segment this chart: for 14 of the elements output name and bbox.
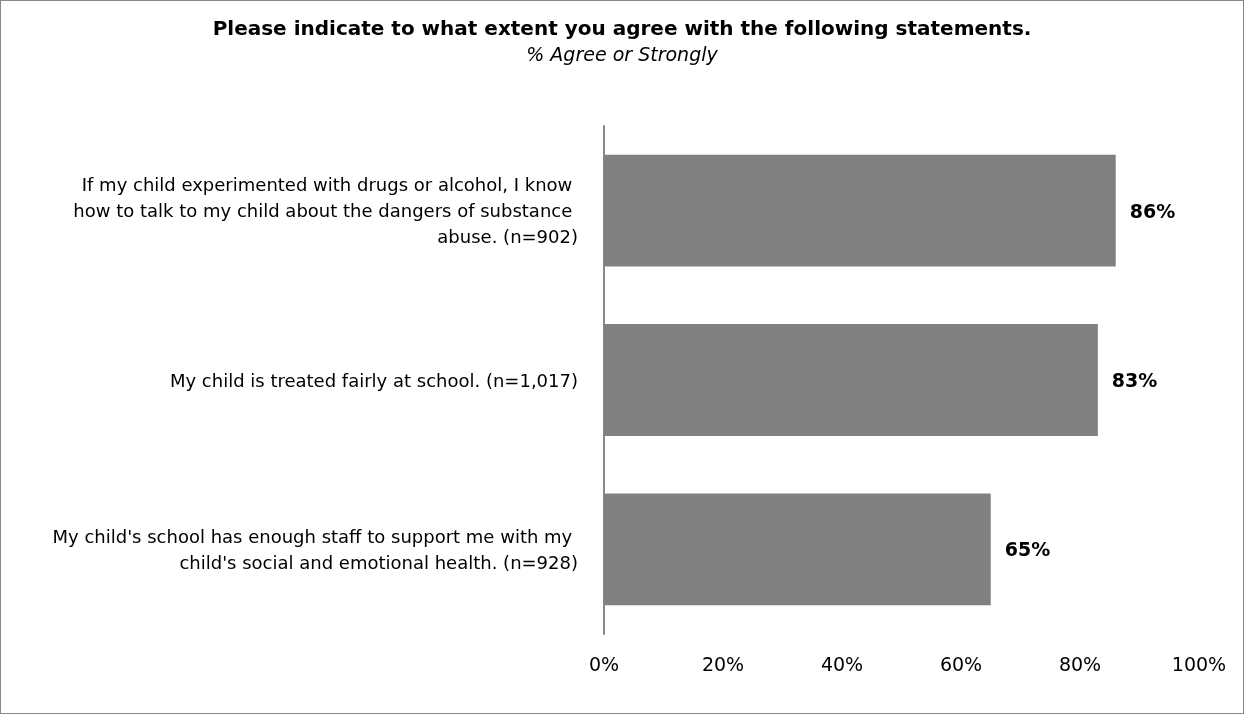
y-tick-label: If my child experimented with drugs or alcohol, I know how to talk to my child about the dangers of substance abuse. (n=902) [73,174,578,248]
data-label: 65% [1004,538,1051,561]
x-tick-label: 20% [701,652,745,675]
data-label: 83% [1111,369,1158,391]
x-tick-label: 0% [588,652,620,675]
y-tick-label: My child is treated fairly at school. (n=1,017) [169,369,578,391]
y-tick-label: My child's school has enough staff to support me with my child's social and emotional health. (n=928) [52,525,578,573]
data-label: 86% [1129,199,1176,222]
x-tick-label: 100% [1171,652,1227,675]
x-tick-label: 80% [1058,652,1102,675]
x-tick-label: 60% [939,652,983,675]
chart-subtitle: % Agree or Strongly [526,42,719,65]
x-tick-label: 40% [820,652,864,675]
chart-title: Please indicate to what extent you agree with the following statements. [212,16,1032,40]
